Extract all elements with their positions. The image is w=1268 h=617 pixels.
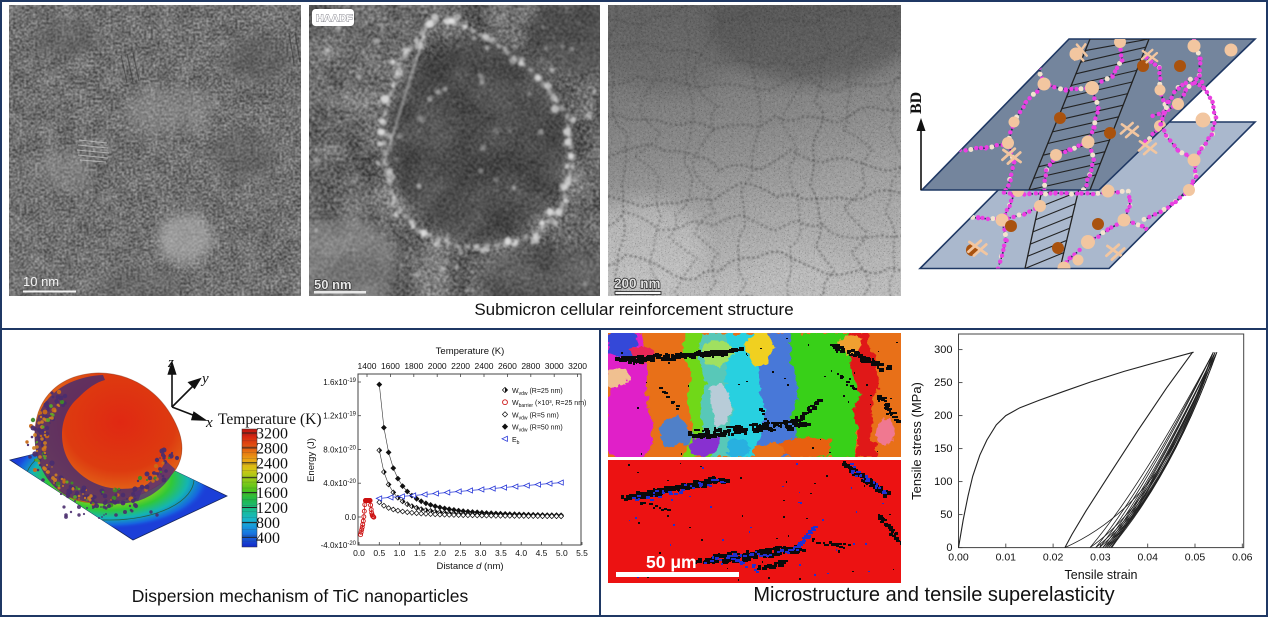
svg-text:0: 0 xyxy=(946,542,952,554)
svg-text:2800: 2800 xyxy=(256,440,288,457)
svg-text:800: 800 xyxy=(256,515,280,532)
svg-text:HAADF: HAADF xyxy=(316,13,353,25)
svg-text:200 nm: 200 nm xyxy=(614,276,661,291)
svg-text:3000: 3000 xyxy=(545,361,564,371)
svg-text:0.05: 0.05 xyxy=(1185,552,1206,564)
svg-text:10 nm: 10 nm xyxy=(23,274,59,289)
svg-text:Distance d (nm): Distance d (nm) xyxy=(436,561,503,572)
svg-text:Wbarrier (×10³, R=25 nm): Wbarrier (×10³, R=25 nm) xyxy=(512,400,586,409)
svg-text:400: 400 xyxy=(256,530,280,547)
svg-text:100: 100 xyxy=(934,476,952,488)
svg-text:0.0: 0.0 xyxy=(345,513,357,522)
svg-text:Temperature (K): Temperature (K) xyxy=(436,346,505,357)
svg-text:3200: 3200 xyxy=(256,426,288,443)
svg-text:2200: 2200 xyxy=(451,361,470,371)
svg-text:5.5: 5.5 xyxy=(576,548,588,558)
svg-text:2000: 2000 xyxy=(256,470,288,487)
svg-text:1200: 1200 xyxy=(256,500,288,517)
svg-text:3200: 3200 xyxy=(568,361,587,371)
svg-text:4.0: 4.0 xyxy=(515,548,527,558)
svg-text:3.0: 3.0 xyxy=(475,548,487,558)
svg-text:z: z xyxy=(167,355,174,371)
svg-text:2400: 2400 xyxy=(256,455,288,472)
svg-text:0.06: 0.06 xyxy=(1232,552,1253,564)
svg-text:Eb: Eb xyxy=(512,437,520,446)
svg-text:3.5: 3.5 xyxy=(495,548,507,558)
svg-text:150: 150 xyxy=(934,443,952,455)
svg-text:1800: 1800 xyxy=(404,361,423,371)
svg-text:0.5: 0.5 xyxy=(373,548,385,558)
svg-text:50 μm: 50 μm xyxy=(646,552,697,572)
svg-text:300: 300 xyxy=(934,344,952,356)
svg-text:1.2x10-19: 1.2x10-19 xyxy=(323,412,356,421)
svg-text:8.0x10-20: 8.0x10-20 xyxy=(323,446,356,455)
svg-text:2600: 2600 xyxy=(498,361,517,371)
svg-text:4.0x10-20: 4.0x10-20 xyxy=(323,479,356,488)
svg-text:1.6x10-19: 1.6x10-19 xyxy=(323,378,356,387)
svg-text:1400: 1400 xyxy=(358,361,377,371)
svg-text:BD: BD xyxy=(908,92,925,114)
svg-text:Wvdw (R=5 nm): Wvdw (R=5 nm) xyxy=(512,412,559,421)
svg-text:Wvdw (R=50 nm): Wvdw (R=50 nm) xyxy=(512,425,563,434)
svg-text:50: 50 xyxy=(940,509,952,521)
svg-text:2000: 2000 xyxy=(428,361,447,371)
svg-text:2.5: 2.5 xyxy=(454,548,466,558)
svg-text:x: x xyxy=(205,415,213,431)
svg-text:1.0: 1.0 xyxy=(394,548,406,558)
svg-text:Temperature (K): Temperature (K) xyxy=(218,411,321,428)
svg-text:Energy (J): Energy (J) xyxy=(306,438,317,482)
svg-text:-4.0x10-20: -4.0x10-20 xyxy=(321,541,357,550)
svg-text:y: y xyxy=(200,371,209,387)
svg-text:2800: 2800 xyxy=(521,361,540,371)
svg-text:0.04: 0.04 xyxy=(1137,552,1158,564)
svg-text:1600: 1600 xyxy=(381,361,400,371)
svg-text:0.03: 0.03 xyxy=(1090,552,1111,564)
svg-text:4.5: 4.5 xyxy=(536,548,548,558)
svg-text:250: 250 xyxy=(934,377,952,389)
svg-text:2.0: 2.0 xyxy=(434,548,446,558)
svg-text:0.01: 0.01 xyxy=(996,552,1017,564)
svg-text:5.0: 5.0 xyxy=(556,548,568,558)
svg-text:2400: 2400 xyxy=(475,361,494,371)
svg-text:0.0: 0.0 xyxy=(353,548,365,558)
svg-text:Tensile stress (MPa): Tensile stress (MPa) xyxy=(909,382,924,500)
svg-text:1.5: 1.5 xyxy=(414,548,426,558)
svg-text:Tensile strain: Tensile strain xyxy=(1065,568,1138,582)
svg-text:0.02: 0.02 xyxy=(1043,552,1064,564)
svg-text:50 nm: 50 nm xyxy=(314,277,352,292)
svg-text:Wvdw (R=25 nm): Wvdw (R=25 nm) xyxy=(512,388,563,397)
svg-text:200: 200 xyxy=(934,410,952,422)
svg-text:0.00: 0.00 xyxy=(948,552,969,564)
svg-text:1600: 1600 xyxy=(256,485,288,502)
